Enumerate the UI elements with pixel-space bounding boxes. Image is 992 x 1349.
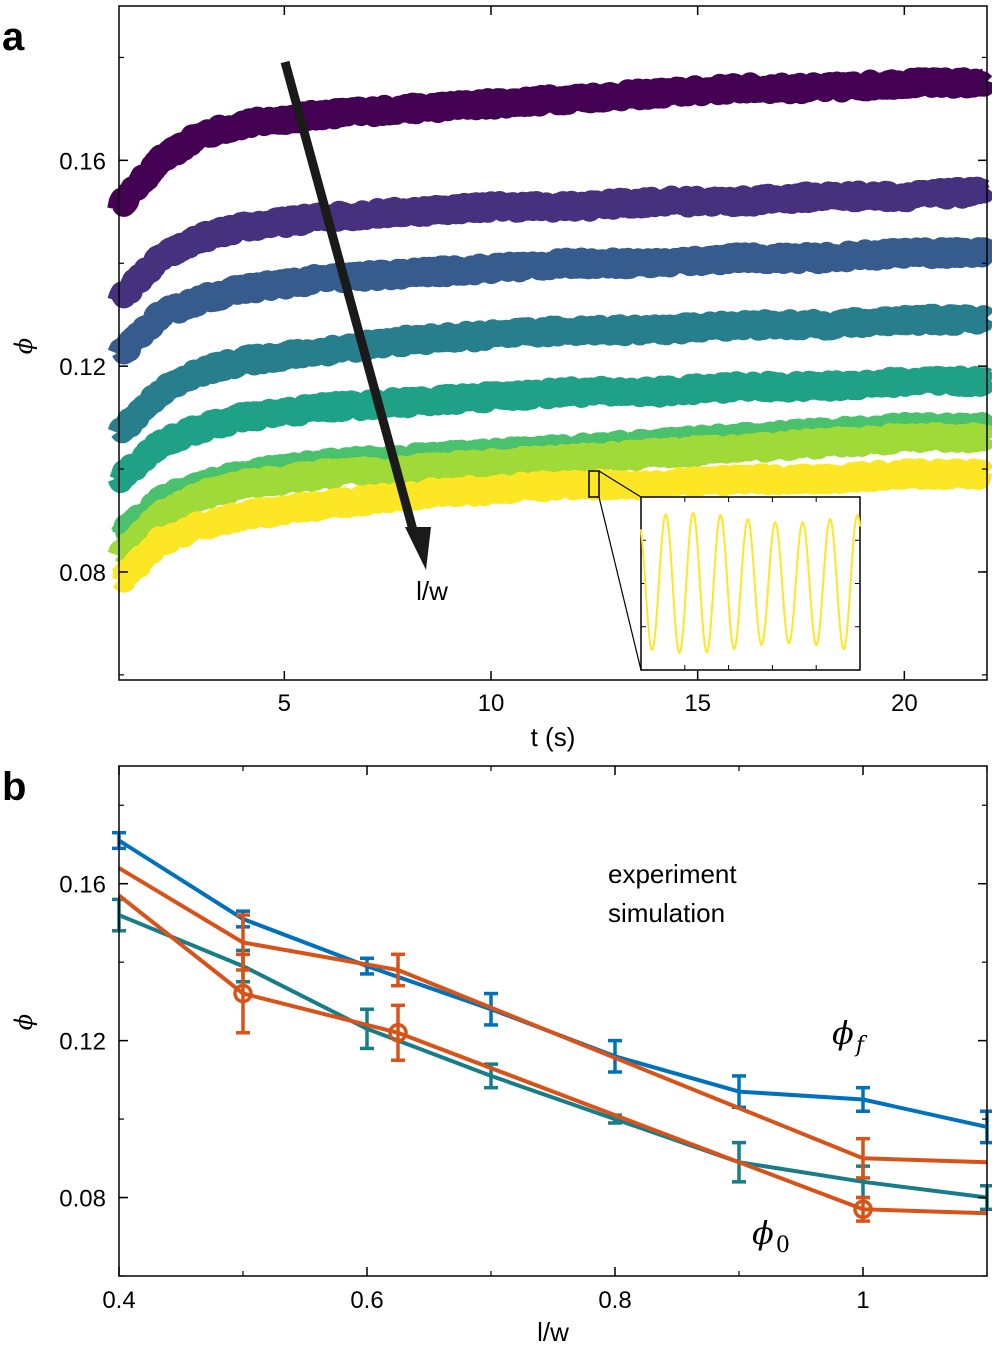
y-tick-label: 0.12: [59, 1029, 106, 1056]
panel-a-xlabel: t (s): [531, 722, 576, 752]
panel-b-series: [112, 830, 992, 1223]
x-tick-label: 0.8: [598, 1287, 631, 1314]
series-band-8: [108, 458, 992, 593]
series-band-5: [107, 365, 992, 494]
panel-b-axes-box: [118, 765, 988, 1277]
panel-b: b 0.4 0.6 0.8 1 0.08 0.12 0.16 l/w ϕ experimen…: [2, 765, 992, 1347]
x-tick-label: 10: [478, 690, 505, 717]
x-tick-label: 0.6: [350, 1287, 383, 1314]
y-tick-label: 0.16: [59, 148, 106, 175]
inset-waveform: [640, 511, 861, 655]
lw-arrow-shaft: [280, 60, 418, 532]
legend-experiment: experiment: [608, 859, 737, 889]
panel-b-ylabel: ϕ: [10, 1014, 38, 1030]
series-band-4: [107, 303, 992, 444]
panel-a-label: a: [2, 15, 25, 59]
inset-connector-bottom: [598, 496, 642, 671]
annotation-phi-0-symbol: ϕ: [752, 1214, 774, 1252]
x-tick-label: 20: [891, 690, 918, 717]
series-band-1: [107, 67, 992, 217]
series-band-3: [107, 237, 992, 365]
x-tick-label: 1: [856, 1287, 869, 1314]
data-marker: [853, 1199, 873, 1220]
series-band-7: [107, 422, 992, 566]
inset-zoom-box: [588, 470, 600, 498]
inset-ticks: [641, 497, 860, 670]
series-line-1: [117, 838, 988, 1129]
y-tick-label: 0.08: [59, 1186, 106, 1213]
annotation-phi-f-subscript: f: [854, 1033, 868, 1058]
panel-a-axes-box: [118, 5, 988, 681]
series-line-2: [118, 913, 988, 1200]
panel-a-ticks: 5 10 15 20 0.08 0.12 0.16: [59, 6, 987, 717]
y-tick-label: 0.08: [59, 560, 106, 587]
lw-arrow-head: [405, 527, 431, 570]
x-tick-label: 15: [684, 690, 711, 717]
inset-frame: [640, 496, 861, 671]
series-band-2: [107, 176, 992, 309]
panel-b-ticks: 0.4 0.6 0.8 1 0.08 0.12 0.16: [59, 766, 988, 1314]
inset-connector-top: [598, 470, 642, 498]
data-marker: [233, 983, 253, 1004]
panel-b-label: b: [2, 765, 26, 809]
panel-a: a 5 10 15 20 0.08 0.12 0.16 t (s) ϕ l/w: [2, 5, 992, 752]
lw-arrow: l/w: [280, 60, 448, 606]
panel-b-xlabel: l/w: [537, 1317, 569, 1347]
lw-arrow-label: l/w: [416, 576, 448, 606]
data-marker: [388, 1023, 408, 1043]
annotation-phi-0-subscript: 0: [776, 1233, 790, 1258]
annotation-phi-0: ϕ0: [752, 1214, 790, 1258]
annotation-phi-f: ϕf: [832, 1014, 868, 1058]
annotation-phi-f-symbol: ϕ: [832, 1014, 854, 1052]
inset: [588, 470, 861, 671]
x-tick-label: 5: [278, 690, 291, 717]
legend-simulation: simulation: [608, 898, 725, 928]
y-tick-label: 0.16: [59, 872, 106, 899]
panel-a-ylabel: ϕ: [10, 338, 38, 354]
panel-a-series: [107, 67, 992, 593]
x-tick-label: 0.4: [102, 1287, 135, 1314]
y-tick-label: 0.12: [59, 354, 106, 381]
